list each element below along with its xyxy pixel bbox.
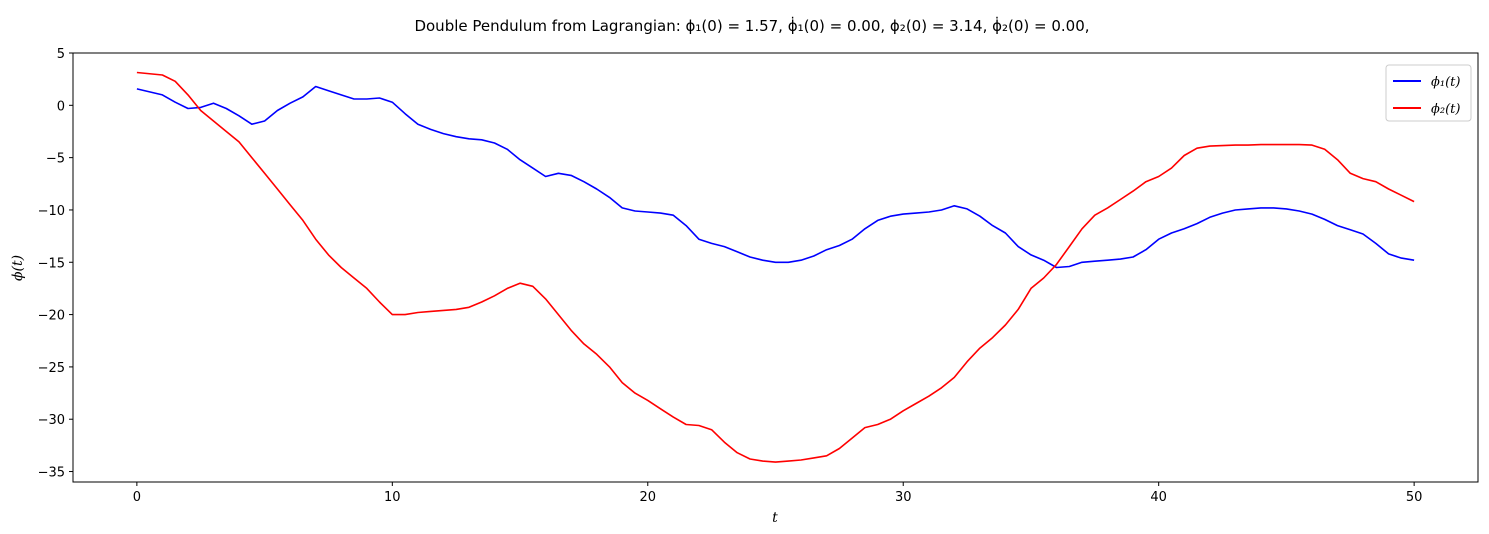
y-tick-label: −25: [38, 361, 65, 376]
chart-title: Double Pendulum from Lagrangian: ϕ₁(0) =…: [414, 16, 1089, 35]
y-tick-label: −10: [38, 204, 65, 219]
x-axis-label: t: [772, 510, 778, 526]
x-tick-label: 0: [133, 490, 141, 505]
legend-label-phi2: ϕ₂(t): [1431, 102, 1460, 117]
x-tick-label: 10: [384, 490, 401, 505]
y-tick-label: 0: [57, 99, 65, 114]
y-tick-label: 5: [57, 47, 65, 62]
x-tick-label: 20: [639, 490, 656, 505]
x-tick-label: 40: [1150, 490, 1167, 505]
plot-frame: [72, 52, 1479, 483]
x-tick-label: 50: [1406, 490, 1423, 505]
legend: ϕ₁(t) ϕ₂(t): [1385, 64, 1472, 122]
x-axis: 0 10 20 30 40 50: [133, 482, 1423, 505]
y-tick-label: −30: [38, 413, 65, 428]
legend-label-phi1: ϕ₁(t): [1431, 75, 1460, 90]
series-line-2: [136, 71, 1415, 463]
series-line-1: [136, 85, 1415, 269]
y-tick-label: −35: [38, 466, 65, 481]
y-axis-label: ϕ(t): [10, 255, 26, 281]
series-layer: [136, 71, 1415, 463]
y-tick-label: −15: [38, 256, 65, 271]
y-tick-label: −20: [38, 309, 65, 324]
y-tick-label: −5: [46, 152, 65, 167]
x-tick-label: 30: [895, 490, 912, 505]
y-axis: 5 0 −5 −10 −15 −20 −25 −30 −35: [38, 47, 73, 481]
